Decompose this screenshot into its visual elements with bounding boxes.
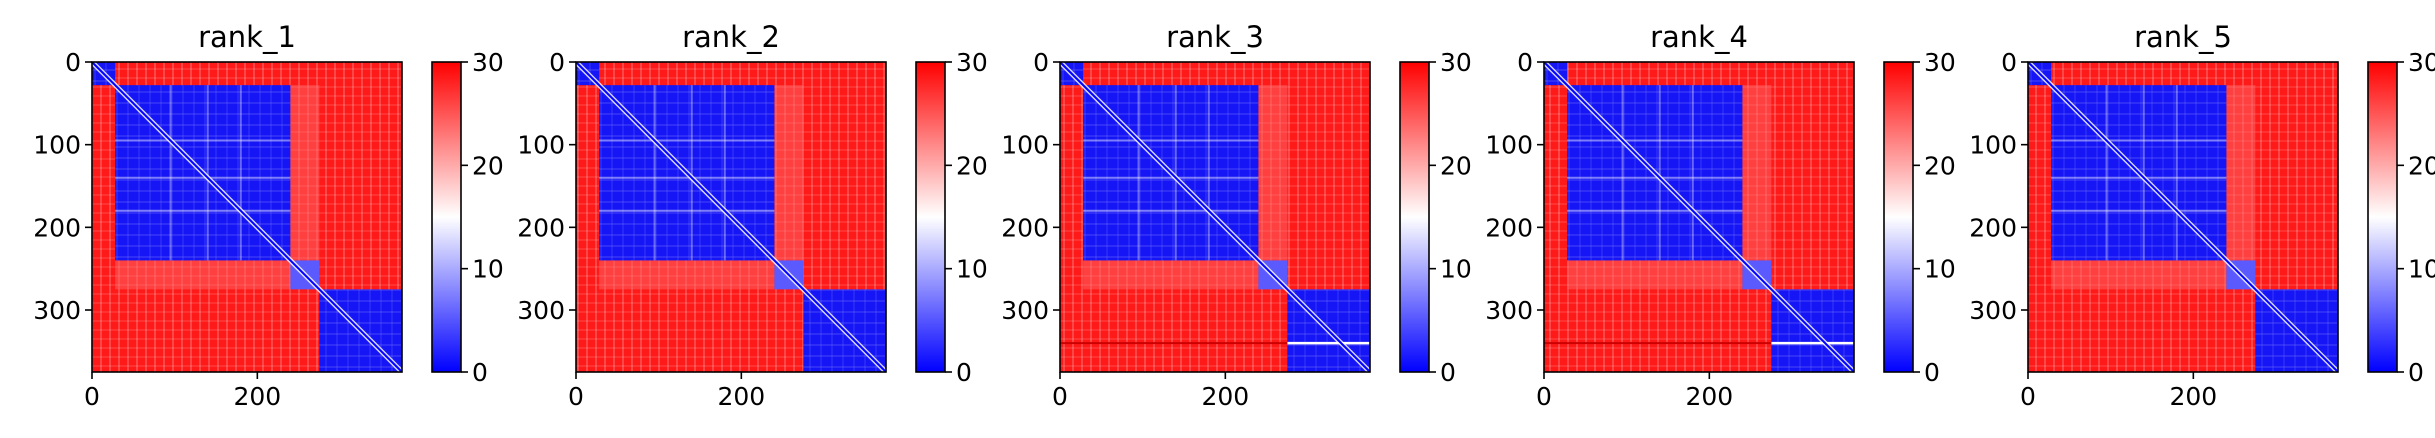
y-tick-label: 200 xyxy=(1969,213,2017,242)
x-tick-label: 200 xyxy=(717,382,765,411)
diagonal-line xyxy=(575,61,887,373)
colorbar-tick-label: 0 xyxy=(1924,358,1940,387)
y-tick-label: 300 xyxy=(1485,296,1533,325)
colorbar-tick-label: 30 xyxy=(1924,48,1956,77)
heatmap-panel-5: rank_5 0 100 200 300 0 200 0 10 20 30 xyxy=(1969,20,2435,411)
colorbar xyxy=(1884,62,1913,372)
colorbar-tick-label: 10 xyxy=(2408,255,2435,284)
x-tick-label: 200 xyxy=(2169,382,2217,411)
y-tick-label: 200 xyxy=(517,213,565,242)
y-tick-label: 200 xyxy=(33,213,81,242)
heatmap-frame xyxy=(575,61,887,373)
colorbar-tick-label: 30 xyxy=(1440,48,1472,77)
colorbar-frame xyxy=(2367,61,2398,373)
y-tick-label: 100 xyxy=(1969,131,2017,160)
colorbar-frame xyxy=(1399,61,1430,373)
colorbar-tick-label: 30 xyxy=(956,48,988,77)
colorbar-tick-label: 10 xyxy=(1924,255,1956,284)
heatmap-panel-1: rank_1 0 100 200 300 0 200 0 10 20 30 xyxy=(33,20,504,411)
diagonal-line xyxy=(2027,61,2339,373)
colorbar-tick-label: 20 xyxy=(1924,151,1956,180)
colorbar-tick-label: 0 xyxy=(2408,358,2424,387)
colorbar-tick-label: 10 xyxy=(956,255,988,284)
y-tick-label: 300 xyxy=(517,296,565,325)
x-tick-label: 0 xyxy=(84,382,100,411)
diagonal-line xyxy=(1543,61,1855,373)
colorbar-tick-label: 30 xyxy=(2408,48,2435,77)
colorbar-tick-label: 20 xyxy=(472,151,504,180)
y-tick-label: 0 xyxy=(65,48,81,77)
light-offdiag-region xyxy=(115,260,291,290)
x-tick-label: 0 xyxy=(568,382,584,411)
heatmap-frame xyxy=(1059,61,1371,373)
heatmap-frame xyxy=(1543,61,1855,373)
heatmap-cells xyxy=(1542,60,1856,374)
heatmap-frame xyxy=(91,61,403,373)
colorbar-tick-label: 10 xyxy=(1440,255,1472,284)
heatmap-panel-3: rank_3 0 100 200 300 0 200 0 10 20 30 xyxy=(1001,20,1472,411)
colorbar-tick-label: 0 xyxy=(472,358,488,387)
x-tick-label: 0 xyxy=(1536,382,1552,411)
colorbar-tick-label: 0 xyxy=(956,358,972,387)
y-tick-label: 100 xyxy=(1485,131,1533,160)
colorbar xyxy=(916,62,945,372)
colorbar-tick-label: 0 xyxy=(1440,358,1456,387)
y-tick-label: 0 xyxy=(1033,48,1049,77)
panel-title: rank_1 xyxy=(198,20,296,54)
panel-title: rank_3 xyxy=(1166,20,1264,54)
y-tick-label: 100 xyxy=(517,131,565,160)
colorbar-frame xyxy=(915,61,946,373)
panel-title: rank_4 xyxy=(1650,20,1748,54)
y-tick-label: 200 xyxy=(1001,213,1049,242)
colorbar-frame xyxy=(431,61,462,373)
y-tick-label: 100 xyxy=(33,131,81,160)
light-offdiag-region xyxy=(2226,85,2256,261)
heatmap-panel-4: rank_4 0 100 200 300 0 200 0 10 20 30 xyxy=(1485,20,1956,411)
colorbar xyxy=(1400,62,1429,372)
heatmap-cells xyxy=(90,60,404,374)
y-tick-label: 300 xyxy=(1969,296,2017,325)
heatmap-cells xyxy=(2026,60,2340,374)
light-offdiag-region xyxy=(599,260,775,290)
heatmap-cells xyxy=(574,60,888,374)
light-offdiag-region xyxy=(1567,260,1743,290)
colorbar-tick-label: 20 xyxy=(956,151,988,180)
heatmap-frame xyxy=(2027,61,2339,373)
x-tick-label: 0 xyxy=(1052,382,1068,411)
x-tick-label: 200 xyxy=(1201,382,1249,411)
y-tick-label: 300 xyxy=(1001,296,1049,325)
y-tick-label: 300 xyxy=(33,296,81,325)
colorbar xyxy=(432,62,461,372)
light-offdiag-region xyxy=(290,85,320,261)
light-offdiag-region xyxy=(2051,260,2227,290)
x-tick-label: 200 xyxy=(233,382,281,411)
y-tick-label: 100 xyxy=(1001,131,1049,160)
colorbar-tick-label: 20 xyxy=(1440,151,1472,180)
light-offdiag-region xyxy=(1258,85,1288,261)
colorbar-tick-label: 10 xyxy=(472,255,504,284)
light-offdiag-region xyxy=(1742,85,1772,261)
x-tick-label: 0 xyxy=(2020,382,2036,411)
colorbar-tick-label: 30 xyxy=(472,48,504,77)
panel-title: rank_5 xyxy=(2134,20,2232,54)
diagonal-line xyxy=(1059,61,1371,373)
colorbar-frame xyxy=(1883,61,1914,373)
diagonal-line xyxy=(91,61,403,373)
y-tick-label: 0 xyxy=(2001,48,2017,77)
heatmap-panel-2: rank_2 0 100 200 300 0 200 0 10 20 30 xyxy=(517,20,988,411)
heatmap-cells xyxy=(1058,60,1372,374)
y-tick-label: 0 xyxy=(1517,48,1533,77)
light-offdiag-region xyxy=(1083,260,1259,290)
colorbar-tick-label: 20 xyxy=(2408,151,2435,180)
panel-title: rank_2 xyxy=(682,20,780,54)
light-offdiag-region xyxy=(774,85,804,261)
y-tick-label: 0 xyxy=(549,48,565,77)
y-tick-label: 200 xyxy=(1485,213,1533,242)
colorbar xyxy=(2368,62,2397,372)
x-tick-label: 200 xyxy=(1685,382,1733,411)
